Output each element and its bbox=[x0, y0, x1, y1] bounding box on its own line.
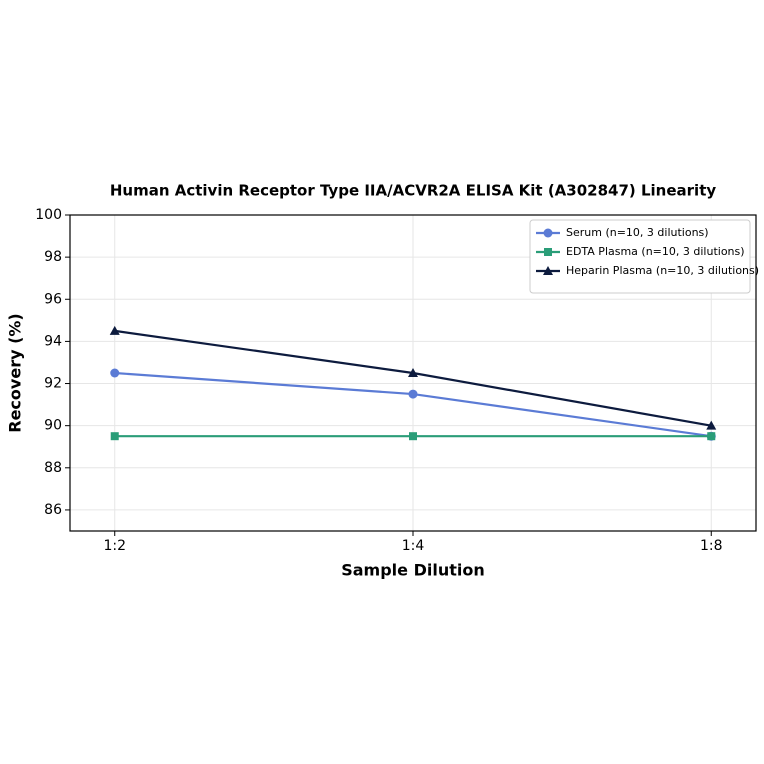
marker bbox=[408, 389, 418, 399]
marker bbox=[543, 228, 553, 238]
marker bbox=[110, 432, 119, 441]
marker bbox=[408, 368, 418, 377]
y-tick-label: 96 bbox=[44, 291, 62, 307]
marker bbox=[543, 266, 553, 275]
x-tick-label: 1:2 bbox=[103, 538, 126, 554]
plot-frame bbox=[69, 214, 757, 532]
marker bbox=[109, 325, 120, 335]
legend-box bbox=[529, 219, 751, 294]
x-axis-label: Sample Dilution bbox=[341, 561, 485, 580]
y-axis-label: Recovery (%) bbox=[6, 313, 25, 432]
y-tick-label: 98 bbox=[44, 249, 62, 265]
chart-title: Human Activin Receptor Type IIA/ACVR2A E… bbox=[110, 182, 717, 200]
legend-label: Heparin Plasma (n=10, 3 dilutions) bbox=[566, 264, 759, 277]
legend-label: Serum (n=10, 3 dilutions) bbox=[566, 226, 709, 239]
x-tick-label: 1:4 bbox=[402, 538, 425, 554]
y-tick-label: 88 bbox=[44, 460, 62, 476]
x-tick-label: 1:8 bbox=[700, 538, 723, 554]
marker bbox=[544, 248, 552, 256]
y-tick-label: 90 bbox=[44, 418, 62, 434]
marker bbox=[707, 432, 716, 441]
y-tick-label: 100 bbox=[35, 207, 62, 223]
marker bbox=[706, 420, 717, 430]
y-tick-label: 94 bbox=[44, 333, 62, 349]
y-tick-label: 92 bbox=[44, 376, 62, 392]
y-tick-label: 86 bbox=[44, 502, 62, 518]
marker bbox=[110, 368, 120, 378]
legend-label: EDTA Plasma (n=10, 3 dilutions) bbox=[566, 245, 745, 258]
marker bbox=[409, 432, 417, 441]
